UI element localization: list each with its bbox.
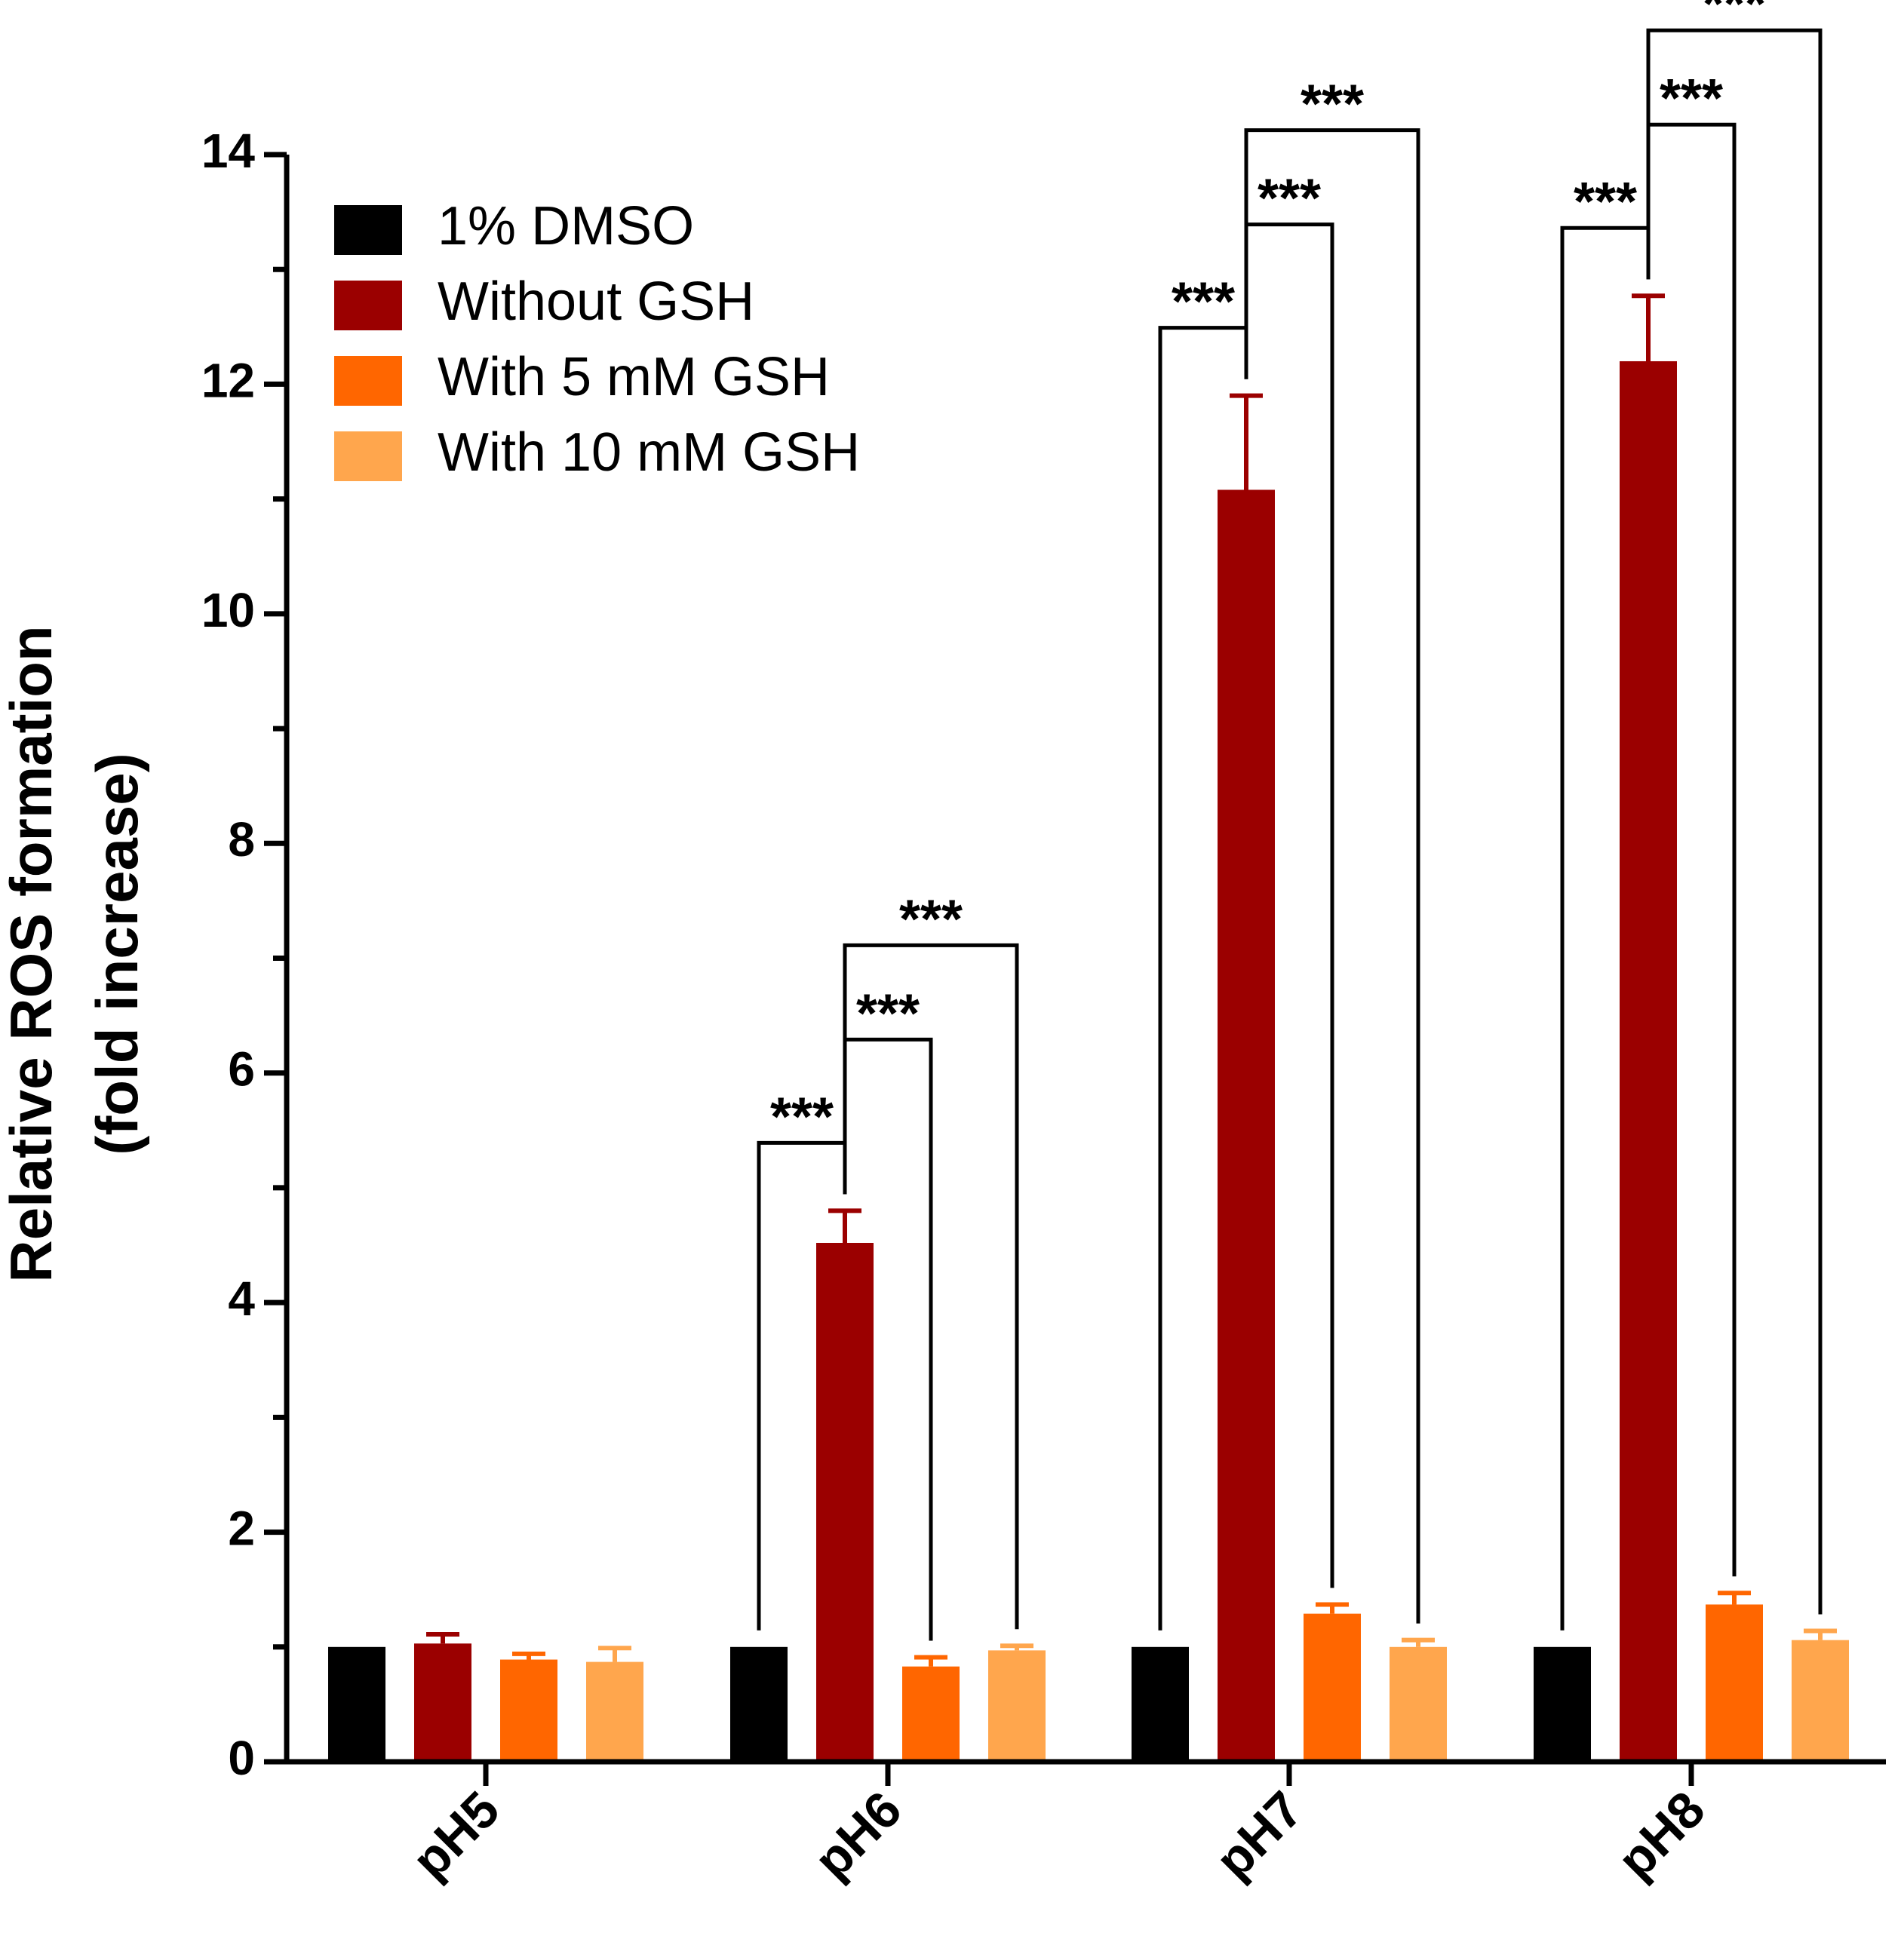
x-tick-label: pH7: [1205, 1781, 1314, 1890]
significance-label: ***: [856, 983, 920, 1044]
bar: [1304, 1613, 1361, 1762]
x-axis-ticks: pH5 pH6 pH7 pH8: [401, 1762, 1716, 1889]
legend-label: With 5 mM GSH: [438, 347, 830, 407]
significance-label: ***: [1660, 69, 1723, 129]
bar: [730, 1646, 788, 1762]
x-tick-label: pH6: [803, 1781, 913, 1890]
bar: [816, 1242, 874, 1762]
y-tick-label: 14: [201, 124, 256, 178]
bar: [1390, 1646, 1447, 1762]
legend-swatch: [334, 281, 402, 330]
legend-swatch: [334, 356, 402, 406]
bar: [1132, 1646, 1189, 1762]
bar: [1534, 1646, 1591, 1762]
significance-label: ***: [770, 1087, 834, 1147]
bar: [902, 1666, 960, 1762]
significance-label: ***: [1172, 272, 1235, 333]
legend-label: 1% DMSO: [438, 196, 694, 256]
bar: [586, 1661, 643, 1762]
y-tick-label: 6: [228, 1042, 255, 1097]
significance-bracket: [843, 943, 1019, 1630]
x-tick-label: pH5: [401, 1781, 511, 1890]
x-tick-label: pH8: [1607, 1781, 1716, 1890]
significance-label: ***: [1258, 169, 1321, 229]
bar: [328, 1646, 385, 1762]
bar: [500, 1659, 557, 1762]
y-tick-label: 12: [201, 353, 255, 407]
significance-bracket: [1646, 28, 1823, 1615]
legend-swatch: [334, 431, 402, 481]
error-bars: [426, 293, 1837, 1667]
y-axis-label-line2: (fold increase): [84, 753, 150, 1155]
bar: [1620, 360, 1677, 1762]
significance-label: ***: [1301, 75, 1364, 135]
y-axis-label: Relative ROS formation: [0, 625, 64, 1282]
y-tick-label: 0: [228, 1731, 255, 1785]
legend-label: Without GSH: [438, 272, 754, 332]
y-axis-ticks: 0 2 4 6 8 10 12 14: [201, 124, 287, 1785]
legend-label: With 10 mM GSH: [438, 422, 860, 483]
y-tick-label: 4: [228, 1272, 255, 1326]
y-tick-label: 10: [201, 583, 255, 637]
legend-swatch: [334, 205, 402, 255]
legend: 1% DMSO Without GSH With 5 mM GSH With 10 m…: [334, 196, 860, 483]
bar: [414, 1643, 471, 1762]
significance-bracket: [1244, 128, 1420, 1624]
y-tick-label: 2: [228, 1501, 255, 1555]
bar: [1706, 1604, 1763, 1762]
significance-label: ***: [1574, 172, 1637, 232]
bar: [1218, 489, 1275, 1762]
y-tick-label: 8: [228, 812, 255, 867]
bar: [988, 1650, 1046, 1762]
significance-label: ***: [1703, 0, 1766, 35]
significance-label: ***: [899, 889, 963, 950]
bars: [328, 360, 1849, 1762]
bar: [1792, 1640, 1849, 1762]
significance-brackets: *** *** *** *** *** *** *** *** ***: [757, 0, 1823, 1641]
